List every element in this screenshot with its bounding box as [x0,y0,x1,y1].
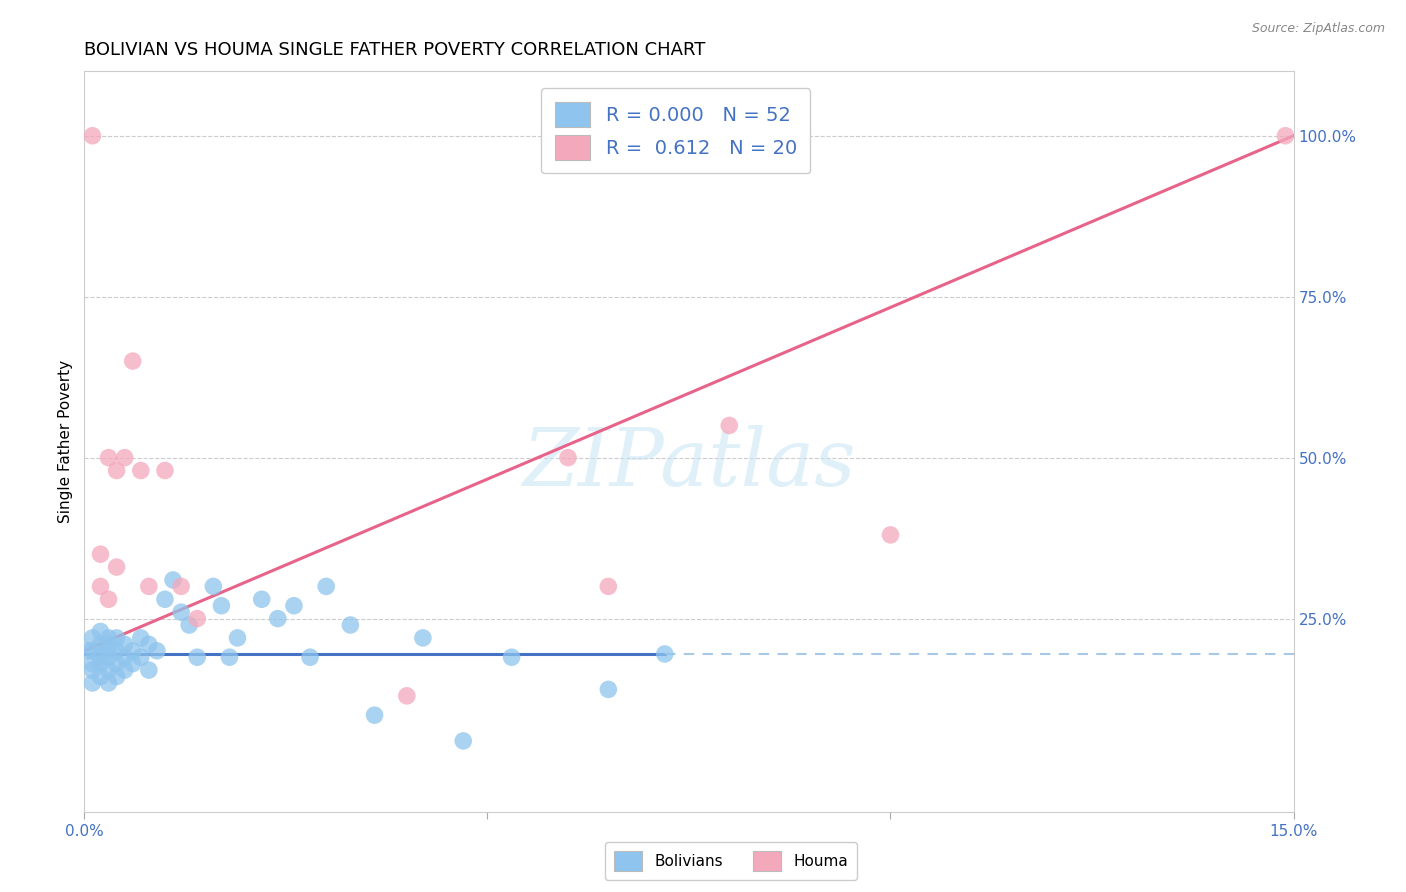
Point [89,624,111,639]
Point [89,547,111,561]
Point [97,592,120,607]
Point [186,650,208,665]
Point [283,599,305,613]
Point [451,734,474,748]
Point [226,631,249,645]
Point [97,663,120,677]
Point [97,637,120,651]
Point [89,650,111,665]
Point [105,657,128,671]
Legend: R = 0.000   N = 52, R =  0.612   N = 20: R = 0.000 N = 52, R = 0.612 N = 20 [541,88,810,173]
Y-axis label: Single Father Poverty: Single Father Poverty [58,360,73,523]
Point [89,657,111,671]
Point [105,644,128,658]
Point [105,560,128,574]
Point [170,579,193,593]
Point [267,611,290,625]
Point [339,618,361,632]
Point [138,663,160,677]
Point [97,650,120,665]
Point [77,644,100,658]
Point [315,579,337,593]
Point [202,579,225,593]
Point [299,650,322,665]
Text: ZIPatlas: ZIPatlas [522,425,856,502]
Point [179,618,201,632]
Point [395,689,418,703]
Point [97,644,120,658]
Point [1274,128,1296,143]
Point [97,631,120,645]
Point [557,450,579,465]
Point [170,605,193,619]
Text: Source: ZipAtlas.com: Source: ZipAtlas.com [1251,22,1385,36]
Point [363,708,385,723]
Point [82,663,104,677]
Point [129,631,152,645]
Point [186,611,208,625]
Point [598,682,620,697]
Point [82,657,104,671]
Point [89,669,111,683]
Point [412,631,434,645]
Legend: Bolivians, Houma: Bolivians, Houma [605,842,858,880]
Point [89,637,111,651]
Point [82,128,104,143]
Point [114,650,136,665]
Point [97,450,120,465]
Point [89,579,111,593]
Point [162,573,184,587]
Point [105,463,128,477]
Point [129,650,152,665]
Point [598,579,620,593]
Point [138,637,160,651]
Point [146,644,169,658]
Point [82,631,104,645]
Text: BOLIVIAN VS HOUMA SINGLE FATHER POVERTY CORRELATION CHART: BOLIVIAN VS HOUMA SINGLE FATHER POVERTY … [84,41,706,59]
Point [82,676,104,690]
Point [138,579,160,593]
Point [121,354,143,368]
Point [654,647,676,661]
Point [129,463,152,477]
Point [82,644,104,658]
Point [218,650,240,665]
Point [105,631,128,645]
Point [153,592,176,607]
Point [153,463,176,477]
Point [114,637,136,651]
Point [114,450,136,465]
Point [501,650,523,665]
Point [121,644,143,658]
Point [97,676,120,690]
Point [209,599,232,613]
Point [250,592,273,607]
Point [718,418,741,433]
Point [121,657,143,671]
Point [114,663,136,677]
Point [105,669,128,683]
Point [879,528,901,542]
